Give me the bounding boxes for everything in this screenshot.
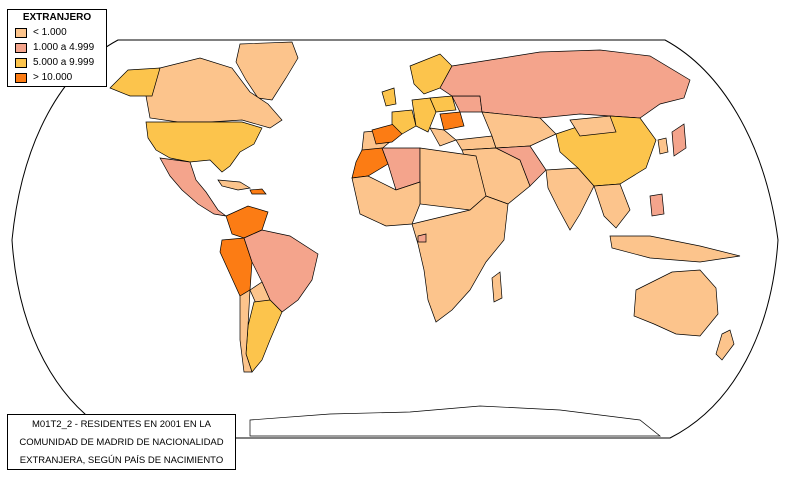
region-mongolia [569, 115, 617, 137]
legend-swatch [15, 42, 27, 53]
region-alaska [109, 67, 161, 97]
legend-swatch [15, 27, 27, 38]
region-korea [657, 137, 669, 155]
region-uk [381, 87, 397, 107]
region-central-africa [411, 195, 509, 323]
region-brazil [243, 229, 319, 313]
region-canada [145, 57, 283, 129]
caption-line: M01T2_2 - RESIDENTES EN 2001 EN LA [32, 419, 211, 430]
legend-label: < 1.000 [33, 27, 67, 38]
region-new-zealand [715, 329, 735, 361]
legend-item: > 10.000 [8, 70, 106, 85]
legend-swatch [15, 72, 27, 83]
region-greenland [235, 41, 299, 101]
region-caribbean [217, 179, 251, 191]
region-se-asia [593, 183, 631, 229]
region-north-africa [419, 147, 487, 211]
caption-line: COMUNIDAD DE MADRID DE NACIONALIDAD [19, 437, 224, 448]
region-antarctica [249, 405, 661, 437]
region-equatorial-guinea [417, 233, 427, 243]
region-germany-italy [411, 97, 437, 133]
region-philippines [649, 193, 665, 217]
region-indonesia [609, 235, 741, 263]
legend-item: 1.000 a 4.999 [8, 40, 106, 55]
legend-label: 5.000 a 9.999 [33, 57, 95, 68]
region-usa [145, 121, 263, 173]
region-australia [633, 269, 719, 337]
region-dominican-rep [249, 188, 267, 195]
region-france [391, 109, 417, 135]
legend-item: < 1.000 [8, 25, 106, 40]
caption-line: EXTRANJERA, SEGÚN PAÍS DE NACIMIENTO [19, 455, 224, 466]
legend-label: > 10.000 [33, 72, 73, 83]
region-romania [439, 111, 465, 131]
region-japan [671, 123, 687, 157]
legend-swatch [15, 57, 27, 68]
region-west-africa [351, 175, 421, 227]
region-portugal [371, 123, 403, 145]
legend-title: EXTRANJERO [22, 12, 92, 23]
legend-item: 5.000 a 9.999 [8, 55, 106, 70]
legend-label: 1.000 a 4.999 [33, 42, 95, 53]
region-iran [494, 145, 547, 187]
region-chile [239, 289, 253, 373]
region-madagascar [491, 271, 503, 303]
region-poland [429, 95, 457, 113]
map-caption: M01T2_2 - RESIDENTES EN 2001 EN LA COMUN… [7, 414, 236, 470]
map-legend: EXTRANJERO < 1.000 1.000 a 4.999 5.000 a… [7, 9, 107, 87]
region-russia [439, 49, 691, 119]
